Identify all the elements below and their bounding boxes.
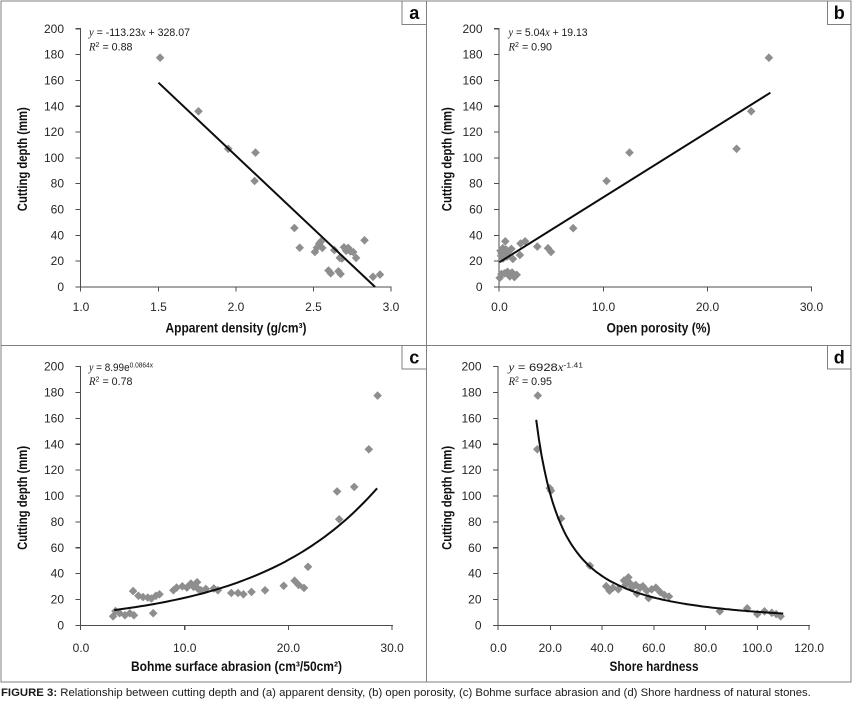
svg-text:100: 100 [44,489,64,503]
svg-text:120.0: 120.0 [794,641,824,655]
svg-text:20.0: 20.0 [277,641,301,655]
svg-text:0: 0 [476,280,483,294]
svg-text:R2 = 0.78: R2 = 0.78 [88,374,132,387]
svg-text:b: b [834,3,845,23]
svg-text:10.0: 10.0 [592,300,616,314]
svg-text:180: 180 [461,386,481,400]
svg-text:200: 200 [461,360,481,374]
svg-text:140: 140 [44,99,64,113]
svg-text:120: 120 [44,463,64,477]
svg-text:140: 140 [462,99,482,113]
svg-text:R2 = 0.95: R2 = 0.95 [508,374,552,387]
svg-text:3.0: 3.0 [383,300,400,314]
svg-text:0: 0 [475,619,482,633]
svg-text:100: 100 [461,489,481,503]
svg-text:30.0: 30.0 [380,641,404,655]
svg-text:30.0: 30.0 [800,300,824,314]
svg-text:140: 140 [44,437,64,451]
svg-text:R2 = 0.90: R2 = 0.90 [508,40,552,53]
svg-text:200: 200 [44,360,64,374]
svg-text:160: 160 [462,73,482,87]
svg-text:FIGURE 3: Relationship between: FIGURE 3: Relationship between cutting d… [1,687,811,699]
svg-text:120: 120 [461,463,481,477]
svg-text:d: d [834,347,845,367]
svg-text:y = 5.04x + 19.13: y = 5.04x + 19.13 [508,27,588,39]
svg-text:Open porosity (%): Open porosity (%) [607,321,711,336]
svg-text:0.0: 0.0 [73,641,90,655]
svg-text:40: 40 [51,567,65,581]
svg-text:180: 180 [462,48,482,62]
svg-text:Cutting depth (mm): Cutting depth (mm) [440,446,455,550]
svg-text:200: 200 [44,22,64,36]
svg-text:160: 160 [44,73,64,87]
svg-text:10.0: 10.0 [173,641,197,655]
svg-text:c: c [409,347,419,367]
svg-text:Cutting depth (mm): Cutting depth (mm) [440,107,455,211]
svg-text:a: a [409,3,420,23]
svg-text:Cutting depth (mm): Cutting depth (mm) [15,107,30,211]
svg-text:120: 120 [462,125,482,139]
svg-text:2.5: 2.5 [305,300,322,314]
svg-text:60: 60 [469,203,483,217]
svg-text:60: 60 [51,203,65,217]
svg-text:80: 80 [469,177,483,191]
svg-text:20: 20 [468,593,482,607]
svg-text:80.0: 80.0 [694,641,718,655]
svg-text:180: 180 [44,48,64,62]
svg-text:20: 20 [51,593,65,607]
svg-text:20: 20 [469,254,483,268]
svg-text:80: 80 [51,177,65,191]
svg-text:80: 80 [51,515,65,529]
svg-text:40: 40 [51,228,65,242]
svg-text:60.0: 60.0 [642,641,666,655]
svg-text:180: 180 [44,386,64,400]
svg-text:Shore hardness: Shore hardness [610,659,699,674]
svg-text:Bohme surface abrasion (cm³/50: Bohme surface abrasion (cm³/50cm²) [131,659,342,674]
svg-text:0.0: 0.0 [491,300,508,314]
svg-text:0: 0 [57,619,64,633]
svg-text:0.0: 0.0 [490,641,507,655]
svg-text:200: 200 [462,22,482,36]
svg-text:140: 140 [461,437,481,451]
svg-text:2.0: 2.0 [228,300,245,314]
svg-text:20.0: 20.0 [539,641,563,655]
svg-text:40: 40 [469,228,483,242]
svg-text:1.0: 1.0 [73,300,90,314]
svg-text:160: 160 [461,411,481,425]
svg-text:Apparent density (g/cm³): Apparent density (g/cm³) [166,321,307,336]
svg-text:1.5: 1.5 [150,300,167,314]
svg-text:20.0: 20.0 [696,300,720,314]
svg-text:80: 80 [468,515,482,529]
svg-text:40: 40 [468,567,482,581]
svg-text:100.0: 100.0 [742,641,772,655]
svg-text:60: 60 [51,541,65,555]
svg-text:R2 = 0.88: R2 = 0.88 [88,40,132,53]
svg-text:60: 60 [468,541,482,555]
svg-text:100: 100 [44,151,64,165]
svg-text:120: 120 [44,125,64,139]
svg-text:0: 0 [57,280,64,294]
svg-text:y = -113.23x + 328.07: y = -113.23x + 328.07 [88,27,190,39]
svg-text:Cutting depth (mm): Cutting depth (mm) [15,446,30,550]
svg-text:40.0: 40.0 [590,641,614,655]
svg-text:160: 160 [44,411,64,425]
svg-text:100: 100 [462,151,482,165]
svg-text:20: 20 [51,254,65,268]
